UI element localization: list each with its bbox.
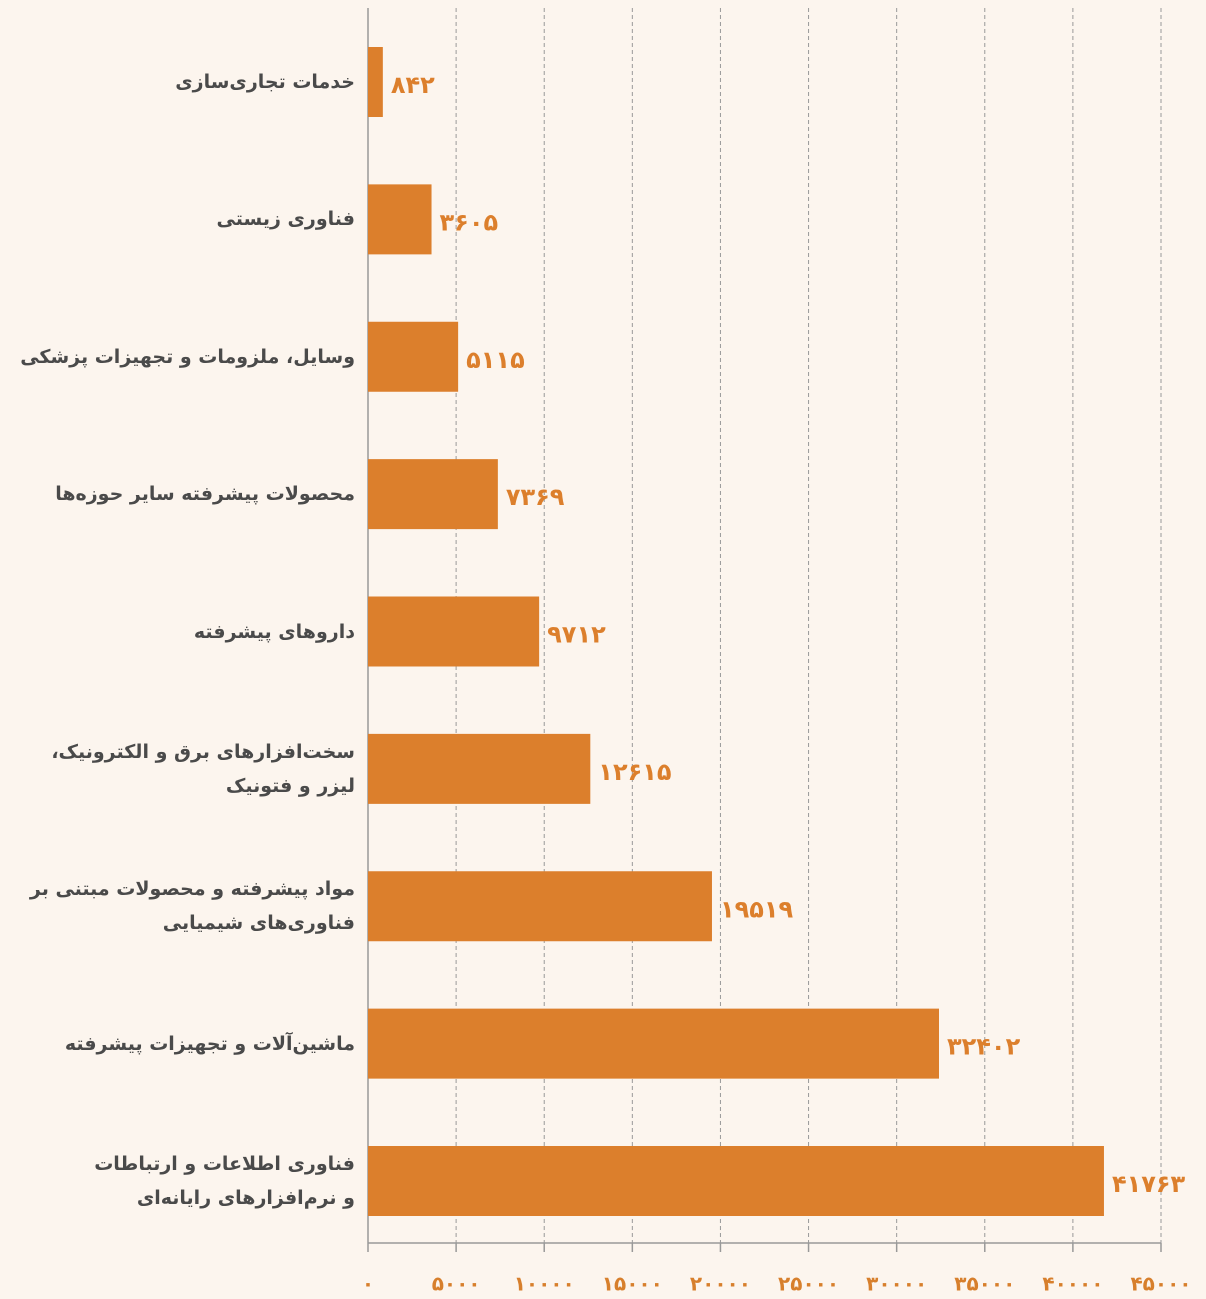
bar <box>368 184 432 255</box>
x-tick-label: ۴۵۰۰۰ <box>1130 1272 1191 1296</box>
value-label: ۷۳۶۹ <box>506 483 565 511</box>
value-label: ۹۷۱۲ <box>547 621 606 649</box>
bar <box>368 47 383 117</box>
category-label: داروهای پیشرفته <box>193 620 355 643</box>
bar <box>368 321 459 392</box>
category-label: وسایل، ملزومات و تجهیزات پزشکی <box>20 345 355 368</box>
x-tick-label: ۳۰۰۰۰ <box>866 1272 927 1296</box>
x-tick-label: ۰ <box>362 1272 374 1296</box>
bar <box>368 459 498 530</box>
x-tick-label: ۲۰۰۰۰ <box>690 1272 751 1296</box>
x-tick-label: ۵۰۰۰ <box>432 1272 481 1296</box>
bar <box>368 1008 939 1079</box>
category-label: فناوری زیستی <box>216 208 356 231</box>
category-label: مواد پیشرفته و محصولات مبتنی بر فناوری‌ه… <box>29 878 355 935</box>
value-label: ۱۲۶۱۵ <box>598 758 671 786</box>
category-label: خدمات تجاری‌سازی <box>175 71 355 93</box>
bar <box>368 733 591 804</box>
x-tick-label: ۴۰۰۰۰ <box>1042 1272 1103 1296</box>
value-label: ۱۹۵۱۹ <box>720 895 794 923</box>
x-tick-label: ۳۵۰۰۰ <box>954 1272 1015 1296</box>
value-label: ۵۱۱۵ <box>466 346 525 374</box>
category-label: سخت‌افزارهای برق و الکترونیک، لیزر و فتو… <box>51 740 355 797</box>
category-label: فناوری اطلاعات و ارتباطات و نرم‌افزارهای… <box>94 1153 355 1209</box>
category-label: ماشین‌آلات و تجهیزات پیشرفته <box>64 1032 355 1055</box>
x-tick-label: ۱۵۰۰۰ <box>602 1272 663 1296</box>
x-tick-label: ۲۵۰۰۰ <box>778 1272 839 1296</box>
bar <box>368 1146 1104 1216</box>
value-label: ۸۴۲ <box>391 71 435 99</box>
value-label: ۳۲۴۰۲ <box>947 1033 1021 1061</box>
category-label: محصولات پیشرفته سایر حوزه‌ها <box>55 483 355 506</box>
bar <box>368 871 712 942</box>
value-label: ۴۱۷۶۳ <box>1112 1170 1186 1198</box>
bar <box>368 596 540 667</box>
value-label: ۳۶۰۵ <box>440 208 499 236</box>
x-tick-label: ۱۰۰۰۰ <box>514 1272 575 1296</box>
